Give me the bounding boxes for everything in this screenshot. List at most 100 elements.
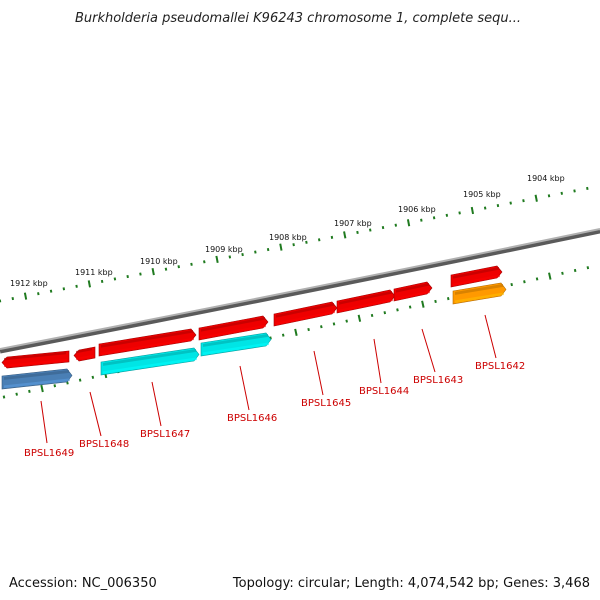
gene-label[interactable]: BPSL1648 [79, 439, 129, 450]
cds-feature-bpsl1648-highlight [76, 354, 93, 360]
upper-scale-minor-tick [177, 265, 180, 269]
cds-feature-bpsl1645[interactable] [273, 301, 338, 327]
upper-scale-minor-tick [509, 201, 512, 205]
lower-scale-minor-tick [535, 277, 539, 281]
upper-scale-minor-tick [75, 284, 78, 288]
upper-scale-major-tick [343, 231, 347, 239]
lower-scale-minor-tick [510, 282, 513, 287]
gene-label[interactable]: BPSL1643 [413, 375, 463, 386]
upper-scale-minor-tick [432, 216, 436, 220]
upper-scale-minor-tick [445, 213, 449, 217]
gene-label[interactable]: BPSL1649 [24, 448, 74, 459]
upper-scale-minor-tick [190, 262, 193, 266]
lower-scale-minor-tick [53, 384, 57, 388]
scale-label: 1906 kbp [398, 205, 436, 214]
upper-scale-major-tick [406, 219, 411, 227]
cds-feature-bpsl1642-shadow [453, 267, 499, 279]
upper-scale-minor-tick [11, 296, 15, 301]
lower-scale-major-tick [40, 384, 44, 393]
gene-label-leader [313, 350, 324, 396]
lower-scale-minor-tick [446, 297, 450, 301]
gene-label[interactable]: BPSL1642 [475, 361, 525, 372]
feature-bpsl1647-shadow [103, 349, 196, 366]
cds-feature-bpsl1648[interactable] [73, 346, 96, 362]
cds-feature-bpsl1646[interactable] [198, 315, 269, 341]
upper-scale-minor-tick [586, 186, 589, 190]
upper-scale-minor-tick [381, 226, 385, 230]
upper-scale-minor-tick [420, 218, 423, 222]
cds-feature-bpsl1644-highlight [339, 298, 393, 312]
scale-label: 1907 kbp [334, 219, 372, 228]
upper-scale-minor-tick [547, 194, 551, 198]
lower-scale-minor-tick [78, 378, 82, 382]
lower-scale-major-tick [294, 328, 298, 336]
upper-scale-minor-tick [228, 255, 232, 259]
upper-scale-minor-tick [203, 260, 206, 264]
gene-features [1, 265, 507, 390]
gene-label[interactable]: BPSL1644 [359, 386, 409, 397]
upper-scale-minor-tick [573, 189, 576, 193]
scale-label: 1908 kbp [269, 233, 307, 242]
upper-scale-ruler [0, 186, 589, 303]
gene-label[interactable]: BPSL1646 [227, 413, 277, 424]
gene-label-leader [151, 381, 162, 427]
gene-label[interactable]: BPSL1647 [140, 429, 190, 440]
upper-scale-minor-tick [369, 228, 372, 232]
cds-feature-bpsl1645-shadow [276, 303, 334, 318]
feature-bpsl1649-shadow [4, 370, 69, 380]
upper-scale-minor-tick [522, 199, 525, 203]
upper-scale-major-tick [151, 268, 155, 276]
lower-scale-minor-tick [396, 308, 399, 312]
feature-bpsl1649[interactable] [1, 368, 73, 390]
upper-scale-minor-tick [164, 267, 168, 271]
lower-scale-minor-tick [91, 375, 95, 379]
gene-label-leader [89, 391, 102, 437]
cds-feature-bpsl1644[interactable] [336, 289, 396, 314]
upper-scale-major-tick [470, 206, 475, 215]
upper-scale-major-tick [23, 292, 28, 300]
lower-scale-minor-tick [408, 305, 412, 309]
gene-label-leader [239, 365, 250, 411]
cds-feature-bpsl1646-shadow [201, 317, 265, 332]
gene-label[interactable]: BPSL1645 [301, 398, 351, 409]
lower-scale-minor-tick [320, 325, 323, 329]
scale-labels: 1912 kbp 1911 kbp 1910 kbp 1909 kbp 1908 kbp… [10, 174, 565, 288]
feature-bpsl1642[interactable] [452, 282, 507, 305]
upper-scale-major-tick [87, 280, 92, 288]
upper-scale-minor-tick [394, 223, 398, 227]
chromosome-backbone-shadow [0, 228, 600, 354]
cds-feature-bpsl1643-shadow [396, 283, 429, 293]
feature-bpsl1647-highlight [103, 357, 197, 374]
cds-feature-bpsl1643[interactable] [393, 281, 433, 302]
cds-feature-bpsl1647[interactable] [98, 328, 197, 357]
cds-feature-bpsl1647-shadow [101, 330, 193, 348]
gene-label-leader [421, 328, 436, 373]
lower-scale-minor-tick [345, 319, 348, 323]
upper-scale-major-tick [215, 255, 219, 264]
upper-scale-minor-tick [254, 250, 257, 254]
lower-scale-minor-tick [307, 327, 310, 332]
cds-feature-bpsl1645-highlight [276, 310, 335, 325]
cds-feature-bpsl1642-highlight [453, 274, 500, 286]
upper-scale-minor-tick [560, 191, 564, 195]
upper-scale-major-tick [279, 243, 283, 251]
map-title: Burkholderia pseudomallei K96243 chromos… [75, 11, 521, 26]
cds-feature-bpsl1648-shadow [76, 348, 92, 354]
lower-scale-minor-tick [561, 271, 564, 275]
scale-label: 1904 kbp [527, 174, 565, 183]
cds-feature-bpsl1649-shadow [4, 352, 66, 361]
upper-scale-minor-tick [113, 277, 117, 281]
scale-label: 1912 kbp [10, 279, 48, 288]
feature-bpsl1646[interactable] [200, 332, 272, 357]
cds-feature-bpsl1649[interactable] [1, 350, 70, 369]
lower-scale-minor-tick [2, 395, 6, 399]
feature-bpsl1646-shadow [203, 334, 268, 347]
chromosome-backbone [0, 228, 600, 350]
cds-feature-bpsl1642[interactable] [450, 265, 503, 288]
upper-scale-minor-tick [241, 252, 244, 257]
upper-scale-minor-tick [62, 287, 66, 291]
feature-bpsl1647[interactable] [100, 347, 200, 376]
cds-feature-bpsl1644-shadow [339, 291, 392, 305]
gene-label-leader [373, 338, 382, 384]
